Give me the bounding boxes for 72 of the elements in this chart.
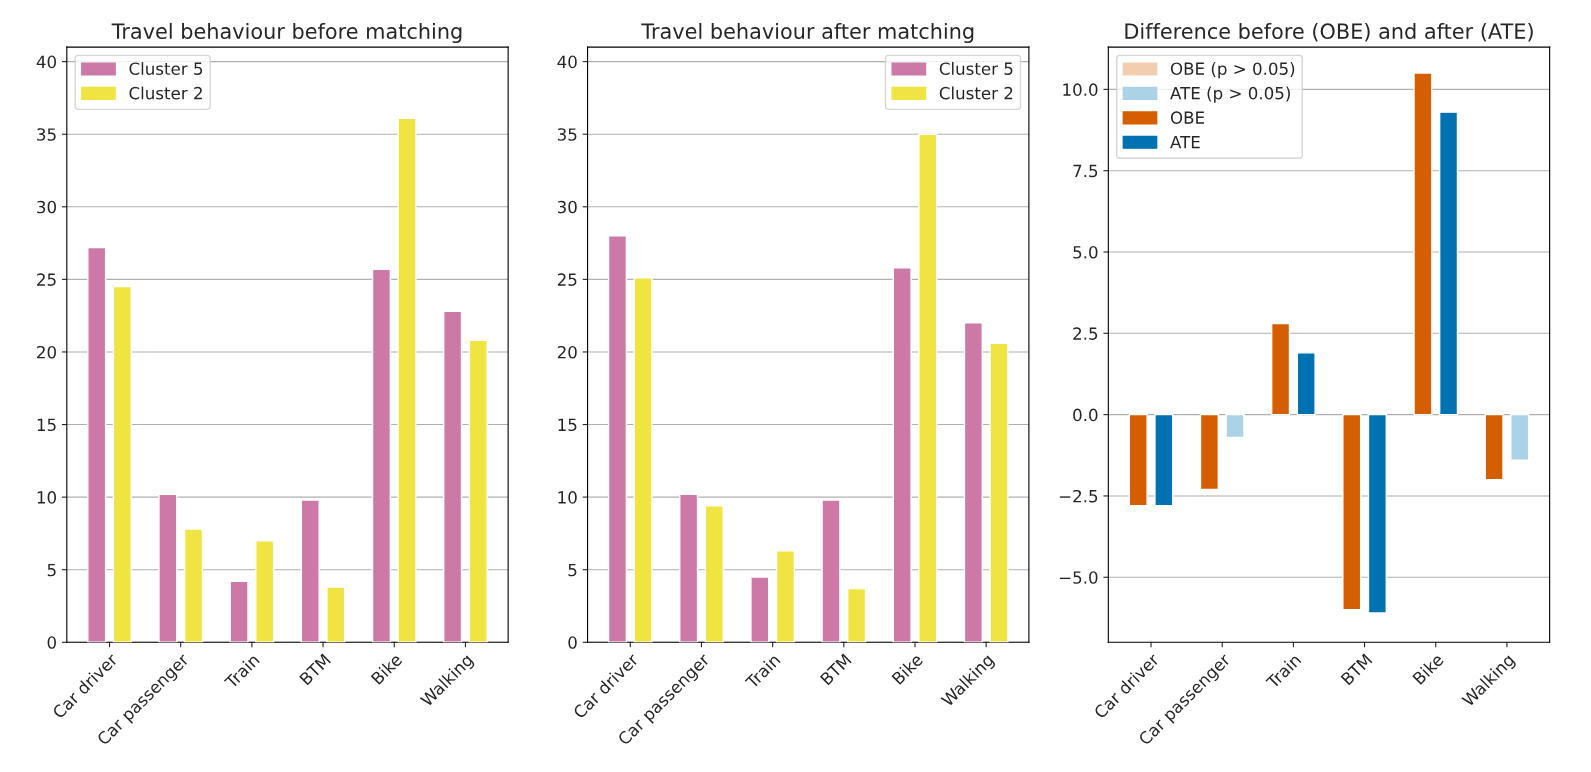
y-tick-label: −2.5 — [1059, 489, 1098, 503]
y-tick-label: 0.0 — [1073, 408, 1098, 422]
bar — [1510, 413, 1530, 461]
y-tick-label: 30 — [37, 200, 56, 214]
bar — [1367, 413, 1387, 614]
bar — [397, 117, 417, 643]
bar — [300, 499, 320, 643]
bar — [918, 133, 938, 643]
bar — [326, 586, 346, 643]
y-tick-label: 0 — [568, 636, 577, 649]
y-tick-label: 35 — [557, 128, 577, 141]
bar — [1128, 413, 1148, 507]
bar — [679, 493, 699, 643]
legend-label: ATE (p > 0.05) — [1170, 86, 1290, 103]
bar — [87, 246, 107, 643]
bar — [607, 235, 628, 643]
y-tick-label: 25 — [557, 273, 577, 286]
bar — [1484, 413, 1504, 481]
bar — [1296, 352, 1316, 416]
y-tick-label: −5.0 — [1059, 571, 1098, 584]
y-tick-label: 10.0 — [1063, 83, 1098, 96]
bar — [229, 580, 249, 643]
bar — [112, 285, 132, 643]
y-tick-label: 30 — [557, 200, 577, 214]
y-tick-label: 15 — [37, 418, 56, 432]
bar — [892, 267, 912, 643]
bar — [1225, 413, 1245, 439]
bar — [704, 505, 724, 643]
y-tick-label: 40 — [557, 55, 577, 69]
bar — [750, 576, 770, 643]
y-tick-label: 20 — [37, 345, 56, 359]
y-tick-label: 40 — [36, 55, 56, 69]
bar — [1342, 413, 1362, 611]
bar — [1154, 413, 1174, 507]
y-tick-label: 15 — [558, 418, 577, 432]
legend-label: OBE (p > 0.05) — [1170, 62, 1295, 79]
legend-label: Cluster 5 — [939, 62, 1013, 75]
bar — [633, 277, 653, 643]
bar — [158, 493, 178, 643]
bar — [371, 268, 392, 643]
chart-title: Travel behaviour after matching — [641, 22, 974, 44]
legend-label: OBE — [1170, 111, 1204, 124]
bar — [1270, 322, 1291, 416]
bar — [1438, 111, 1459, 416]
bar — [775, 550, 796, 643]
bar — [255, 539, 275, 643]
bar — [963, 322, 983, 643]
y-tick-label: 0 — [47, 636, 56, 649]
bar — [468, 339, 488, 643]
legend-label: ATE — [1170, 136, 1200, 149]
legend-label: Cluster 5 — [129, 62, 203, 75]
bar — [1199, 413, 1219, 491]
bar — [1413, 72, 1433, 416]
y-tick-label: 10 — [558, 491, 577, 504]
chart-title: Travel behaviour before matching — [111, 22, 462, 44]
legend-label: Cluster 2 — [939, 86, 1013, 100]
y-tick-label: 25 — [37, 273, 56, 286]
y-tick-label: 5.0 — [1073, 245, 1098, 259]
bar — [821, 499, 841, 643]
y-tick-label: 5 — [47, 563, 56, 577]
bar — [989, 342, 1009, 643]
y-tick-label: 5 — [568, 563, 577, 577]
y-tick-label: 20 — [557, 345, 577, 359]
bar — [443, 310, 463, 643]
legend-label: Cluster 2 — [129, 86, 202, 100]
bar — [847, 587, 867, 643]
y-tick-label: 7.5 — [1073, 164, 1098, 178]
y-tick-label: 10 — [37, 491, 56, 504]
chart-title: Difference before (OBE) and after (ATE) — [1125, 22, 1533, 42]
y-tick-label: 2.5 — [1073, 327, 1098, 340]
y-tick-label: 35 — [37, 128, 56, 141]
bar — [183, 528, 204, 643]
